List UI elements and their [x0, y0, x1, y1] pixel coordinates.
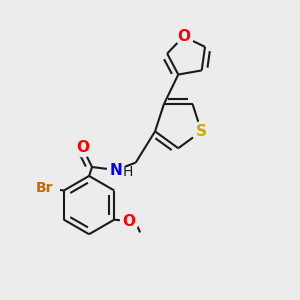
Text: N: N [110, 163, 123, 178]
Text: O: O [177, 29, 190, 44]
Text: O: O [123, 214, 136, 229]
Text: S: S [196, 124, 207, 139]
Text: O: O [76, 140, 89, 155]
Text: Br: Br [36, 181, 53, 195]
Text: H: H [122, 164, 133, 178]
